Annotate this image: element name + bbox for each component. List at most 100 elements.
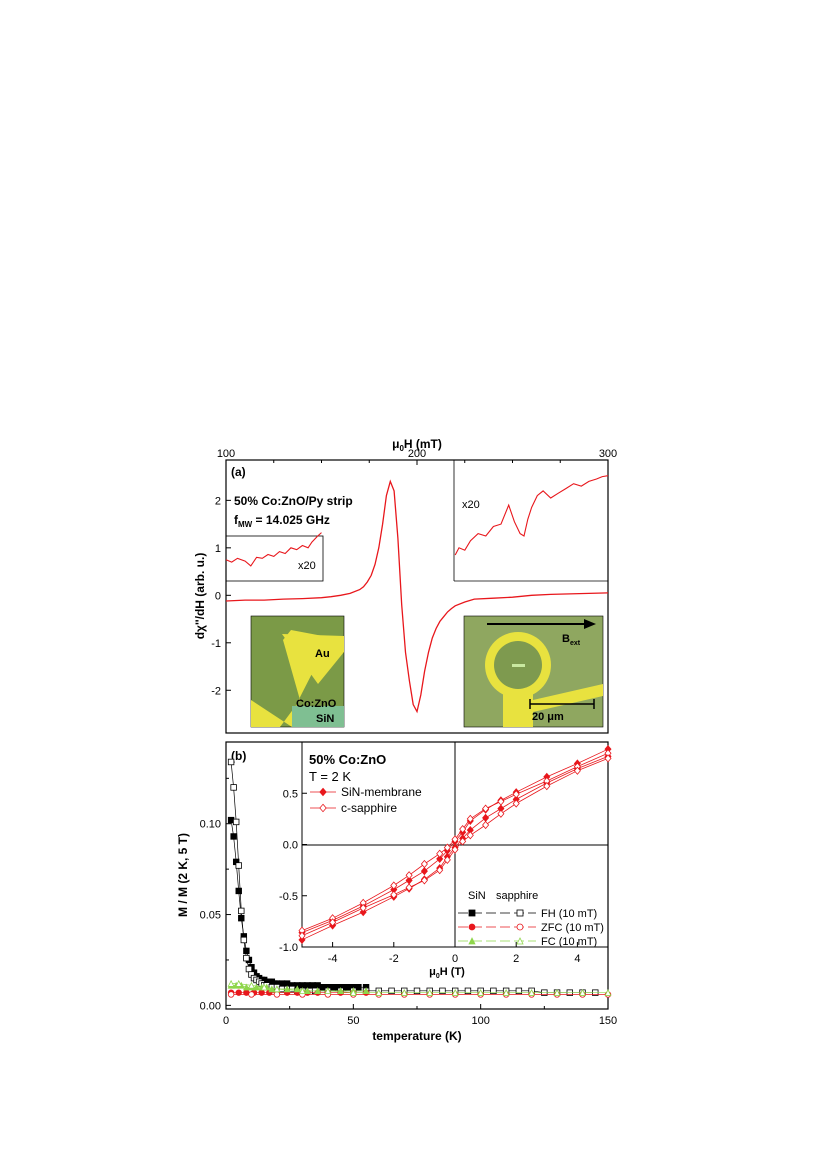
inset-legend: SiN-membrane c-sapphire bbox=[310, 785, 422, 815]
data-point bbox=[443, 855, 451, 864]
data-point bbox=[436, 849, 444, 858]
data-point bbox=[298, 987, 306, 995]
panel-a-ylabel: dχ''/dH (arb. u.) bbox=[193, 553, 207, 640]
panel-a-curves bbox=[225, 475, 609, 714]
inset-xtick-label: -4 bbox=[328, 953, 338, 965]
data-point bbox=[390, 881, 398, 890]
data-point bbox=[512, 799, 520, 808]
inset-xtick-label: -2 bbox=[389, 953, 399, 965]
inset-series-c-sapphire bbox=[298, 749, 612, 940]
data-point bbox=[490, 987, 497, 995]
data-point bbox=[420, 867, 428, 876]
scalebar-label: 20 μm bbox=[532, 711, 564, 723]
data-point bbox=[604, 754, 612, 763]
data-point bbox=[459, 837, 467, 846]
legend-marker-sin bbox=[468, 937, 476, 945]
data-point bbox=[253, 983, 261, 991]
inset-legend-marker bbox=[319, 803, 327, 813]
data-point bbox=[543, 781, 551, 791]
data-point bbox=[413, 987, 421, 995]
data-point bbox=[235, 989, 242, 996]
data-point bbox=[235, 887, 242, 895]
data-point bbox=[512, 790, 520, 799]
inset-legend-marker bbox=[319, 787, 327, 797]
zoom-label-left: x20 bbox=[298, 560, 316, 572]
legend-label: FH (10 mT) bbox=[541, 908, 597, 920]
panel-a: 100 200 300 -2 -1 0 1 2 μ0H (mT) dχ''/dH (arb. … bbox=[193, 437, 617, 734]
b-xtick-label: 50 bbox=[347, 1015, 359, 1027]
inset-ytick-label: 0.5 bbox=[283, 788, 298, 800]
zoom-label-right: x20 bbox=[462, 499, 480, 511]
data-point bbox=[443, 843, 451, 852]
legend-label: FC (10 mT) bbox=[541, 936, 597, 948]
data-point bbox=[573, 766, 581, 775]
data-point bbox=[400, 988, 408, 996]
data-point bbox=[260, 983, 268, 991]
data-point bbox=[230, 833, 237, 840]
inset-xtick-label: 2 bbox=[513, 953, 519, 965]
data-point bbox=[273, 991, 281, 998]
inset-xtick-label: 4 bbox=[574, 953, 580, 965]
inset-ytick-label: 0.0 bbox=[283, 840, 298, 852]
panel-b-curves bbox=[227, 758, 612, 998]
panel-b-inset: -4 -2 0 2 4 -1.0 -0.5 0.0 0.5 μ0H (T) 50% Co:ZnO… bbox=[279, 741, 612, 980]
series-fcmt-sapphire bbox=[227, 979, 612, 996]
bext-label: Bext bbox=[562, 633, 581, 647]
zoom-right-line bbox=[454, 475, 609, 556]
legend-marker-sapphire bbox=[516, 923, 524, 931]
legend-marker-sapphire bbox=[516, 937, 524, 945]
data-point bbox=[451, 988, 459, 996]
b-xtick-label: 100 bbox=[471, 1015, 489, 1027]
inset-microscope-left: Au Co:ZnO SiN bbox=[250, 615, 345, 728]
data-point bbox=[579, 988, 586, 996]
panel-b-ylabel: M / M (2 K, 5 T) bbox=[176, 833, 190, 917]
data-point bbox=[502, 988, 510, 996]
data-point bbox=[227, 758, 235, 766]
co-strip bbox=[512, 664, 525, 667]
data-point bbox=[235, 862, 242, 869]
data-point bbox=[227, 979, 235, 987]
data-point bbox=[482, 813, 490, 822]
inset-title-2: T = 2 K bbox=[309, 769, 351, 784]
data-point bbox=[528, 988, 536, 996]
series-fhmt-sin bbox=[227, 816, 370, 991]
data-point bbox=[235, 979, 243, 987]
data-point bbox=[464, 987, 472, 995]
a-xtick-label: 200 bbox=[408, 448, 426, 460]
a-ytick-label: 0 bbox=[215, 590, 221, 602]
data-point bbox=[329, 918, 337, 927]
data-point bbox=[324, 987, 332, 995]
data-point bbox=[375, 988, 383, 996]
data-point bbox=[459, 825, 467, 834]
b-ytick-label: 0.05 bbox=[200, 910, 221, 922]
data-point bbox=[451, 845, 459, 854]
panel-a-label: (a) bbox=[231, 465, 246, 479]
data-point bbox=[482, 804, 490, 813]
legend-marker-sapphire bbox=[516, 909, 524, 917]
zoom-box-left bbox=[225, 535, 324, 582]
inset-label-sin: SiN bbox=[316, 713, 334, 725]
panel-a-ticks: 100 200 300 -2 -1 0 1 2 bbox=[211, 448, 617, 697]
data-point bbox=[232, 818, 240, 826]
inset-xlabel: μ0H (T) bbox=[429, 966, 465, 980]
data-point bbox=[390, 890, 398, 899]
data-point bbox=[349, 988, 357, 996]
data-point bbox=[466, 814, 474, 823]
data-point bbox=[355, 984, 362, 991]
inset-xtick-label: 0 bbox=[452, 953, 458, 965]
legend-header-sin: SiN bbox=[468, 890, 486, 902]
data-point bbox=[283, 985, 291, 993]
data-point bbox=[359, 903, 367, 913]
inset-ytick-label: -0.5 bbox=[279, 891, 298, 903]
data-point bbox=[420, 876, 428, 885]
fmr-spectrum-line bbox=[225, 479, 609, 714]
data-point bbox=[436, 866, 444, 875]
data-point bbox=[268, 985, 276, 993]
panel-a-annotation-1: 50% Co:ZnO/Py strip bbox=[234, 494, 353, 508]
legend-label: ZFC (10 mT) bbox=[541, 922, 604, 934]
inset-ticks: -4 -2 0 2 4 -1.0 -0.5 0.0 0.5 bbox=[279, 788, 580, 965]
a-xtick-label: 100 bbox=[217, 448, 235, 460]
data-point bbox=[362, 987, 370, 995]
